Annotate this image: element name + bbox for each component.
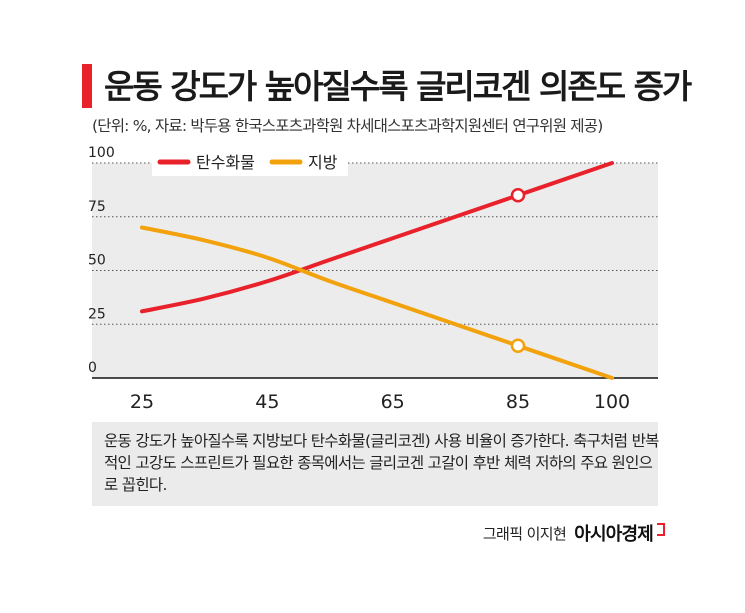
x-tick-label: 85 bbox=[506, 391, 530, 413]
chart-legend: 탄수화물 지방 bbox=[152, 148, 348, 176]
y-tick-label: 75 bbox=[88, 199, 106, 215]
credit: 그래픽 이지현 아시아경제 bbox=[483, 520, 665, 546]
y-tick-label: 50 bbox=[88, 253, 106, 269]
chart-fill-area bbox=[92, 163, 658, 378]
x-tick-label: 25 bbox=[130, 391, 154, 413]
legend-label-2: 지방 bbox=[308, 153, 338, 172]
series-marker-2 bbox=[510, 338, 526, 353]
chart-axes: 0 25 50 75 100 25 45 65 85 100 bbox=[88, 145, 658, 413]
plot-background bbox=[92, 163, 658, 378]
line-chart: 0 25 50 75 100 25 45 65 85 100 탄수화물 지방 bbox=[88, 145, 658, 413]
title-accent-bar bbox=[82, 64, 92, 108]
brand-mark-icon bbox=[657, 522, 665, 536]
x-tick-label: 100 bbox=[594, 391, 630, 413]
legend-label-1: 탄수화물 bbox=[196, 153, 255, 172]
y-tick-label: 0 bbox=[88, 360, 97, 376]
x-tick-label: 65 bbox=[381, 391, 405, 413]
x-tick-label: 45 bbox=[255, 391, 279, 413]
series-line-2 bbox=[140, 225, 614, 380]
chart-title: 운동 강도가 높아질수록 글리코겐 의존도 증가 bbox=[104, 67, 692, 106]
series-marker-1 bbox=[510, 188, 526, 203]
series-line-1 bbox=[140, 161, 614, 314]
credit-name: 그래픽 이지현 bbox=[482, 524, 567, 543]
y-tick-label: 25 bbox=[88, 306, 106, 322]
chart-subtitle: (단위: %, 자료: 박두용 한국스포츠과학원 차세대스포츠과학지원센터 연구… bbox=[92, 117, 603, 135]
note-box bbox=[92, 422, 658, 506]
credit-brand-logo: 아시아경제 bbox=[574, 524, 654, 545]
chart-series bbox=[140, 161, 614, 380]
y-tick-label: 100 bbox=[88, 145, 115, 161]
note-text: 운동 강도가 높아질수록 지방보다 탄수화물(글리코겐) 사용 비율이 증가한다… bbox=[104, 432, 659, 494]
